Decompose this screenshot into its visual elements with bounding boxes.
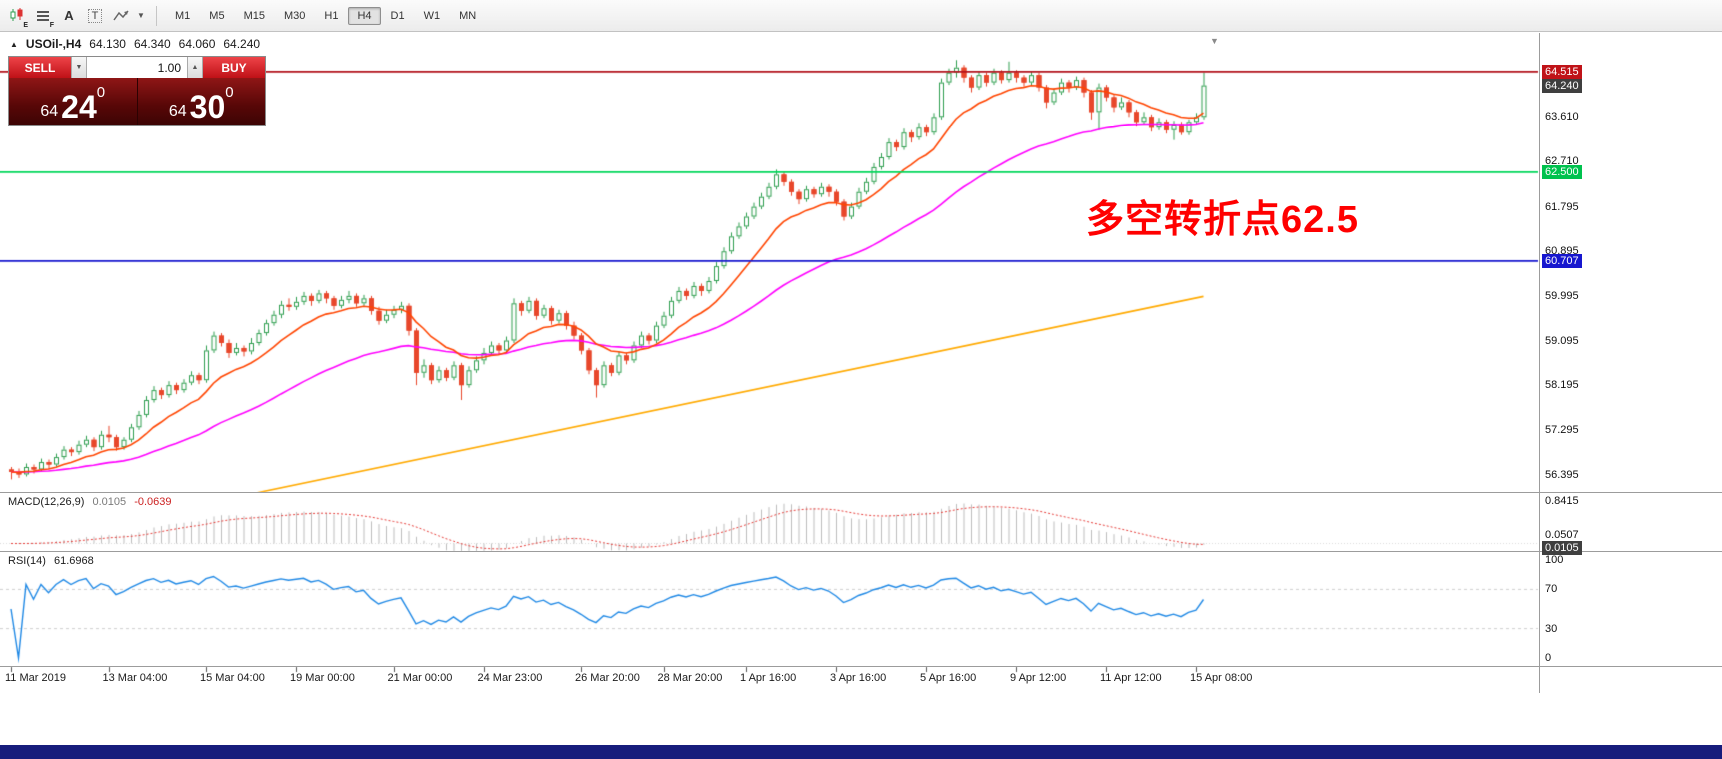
buy-button[interactable]: BUY <box>203 57 265 78</box>
draw-tool-caret-icon[interactable]: ▼ <box>137 11 145 20</box>
timeframe-button-w1[interactable]: W1 <box>423 9 441 22</box>
price-axis-label: 60.707 <box>1542 253 1582 268</box>
macd-signal-value: -0.0639 <box>134 496 172 508</box>
macd-main-value: 0.0105 <box>92 496 127 508</box>
letter-a-icon: A <box>64 8 74 23</box>
timeframe-group: M1 M5 M15 M30 H1 H4 D1 W1 MN <box>166 6 485 25</box>
rsi-axis-label: 70 <box>1545 583 1558 596</box>
time-axis-label: 9 Apr 12:00 <box>1010 672 1067 684</box>
volume-increase-button[interactable]: ▲ <box>187 57 203 78</box>
trade-panel: SELL ▼ ▲ BUY 64 24 0 64 30 0 <box>8 56 266 126</box>
toolbar-separator <box>156 5 157 26</box>
time-axis-label: 24 Mar 23:00 <box>477 672 543 684</box>
chart-shift-marker-icon[interactable]: ▼ <box>1210 36 1219 46</box>
price-axis-label: 58.195 <box>1545 379 1579 392</box>
icon-sub-e: E <box>23 21 28 29</box>
volume-decrease-button[interactable]: ▼ <box>71 57 87 78</box>
quote-line: ▲ USOil-,H4 64.130 64.340 64.060 64.240 <box>10 37 260 51</box>
list-icon <box>37 11 49 21</box>
candles-icon <box>10 8 23 21</box>
panel-separator <box>0 666 1722 667</box>
price-axis-label: 62.500 <box>1542 164 1582 179</box>
bid-big: 24 <box>61 88 97 125</box>
timeframe-button-mn[interactable]: MN <box>459 9 477 22</box>
price-axis[interactable]: 0.8415 0.0507 0.0105 64.515 64.240 63.610 6… <box>1540 0 1722 759</box>
rsi-axis-label: 100 <box>1545 554 1564 566</box>
chart-marker-icon: ▲ <box>10 39 18 49</box>
indicator-list-icon-button[interactable]: F <box>31 4 55 29</box>
time-axis-label: 3 Apr 16:00 <box>830 672 887 684</box>
quote-low: 64.060 <box>178 37 216 51</box>
timeframe-button-m15[interactable]: M15 <box>243 9 265 22</box>
bid-sup: 0 <box>96 84 106 101</box>
panel-separator[interactable] <box>0 551 1722 552</box>
price-axis-label: 61.795 <box>1545 200 1579 213</box>
time-axis-label: 21 Mar 00:00 <box>387 672 453 684</box>
ask-sup: 0 <box>225 84 234 101</box>
letter-t-icon: T <box>87 8 103 23</box>
time-axis-label: 13 Mar 04:00 <box>102 672 168 684</box>
bid-price: 64 24 0 <box>9 78 137 125</box>
price-axis-label: 62.710 <box>1545 155 1579 168</box>
quote-open: 64.130 <box>89 37 126 51</box>
trade-panel-controls: SELL ▼ ▲ BUY <box>9 57 265 78</box>
time-axis-label: 19 Mar 00:00 <box>290 672 355 684</box>
time-axis-label: 1 Apr 16:00 <box>740 672 797 684</box>
trade-panel-prices: 64 24 0 64 30 0 <box>9 78 265 125</box>
price-axis-label: 56.395 <box>1545 468 1579 481</box>
macd-label: MACD(12,26,9) 0.0105 -0.0639 <box>8 496 172 508</box>
draw-tool-button[interactable] <box>109 4 133 28</box>
ask-big: 30 <box>189 88 226 125</box>
price-axis-label: 59.995 <box>1545 290 1579 303</box>
ask-small: 64 <box>168 103 187 120</box>
rsi-name: RSI(14) <box>8 555 46 567</box>
rsi-value: 61.6968 <box>53 555 94 567</box>
rsi-axis-label: 30 <box>1545 622 1558 635</box>
price-axis-label: 59.095 <box>1545 334 1579 347</box>
annotation-text: 多空转折点62.5 <box>1086 199 1359 241</box>
price-axis-label: 64.515 <box>1542 64 1582 79</box>
price-axis-label: 57.295 <box>1545 424 1579 437</box>
time-axis-label: 5 Apr 16:00 <box>920 672 977 684</box>
macd-axis-top-label: 0.8415 <box>1545 495 1579 507</box>
time-axis-label: 11 Apr 12:00 <box>1100 672 1162 684</box>
time-axis-label: 28 Mar 20:00 <box>657 672 723 684</box>
quote-close: 64.240 <box>223 37 261 51</box>
bid-small: 64 <box>40 103 59 120</box>
axis-separator <box>1539 33 1540 693</box>
quote-high: 64.340 <box>133 37 171 51</box>
macd-value-badge: 0.0105 <box>1542 541 1582 555</box>
timeframe-button-m1[interactable]: M1 <box>175 9 191 22</box>
time-axis-label: 15 Apr 08:00 <box>1190 672 1253 684</box>
bottom-bar <box>0 745 1722 759</box>
price-axis-label: 64.240 <box>1542 78 1582 93</box>
symbol-label: USOil-,H4 <box>25 37 82 51</box>
time-axis-label: 11 Mar 2019 <box>5 672 66 684</box>
candles-chart-icon[interactable]: E <box>5 4 29 29</box>
timeframe-button-h1[interactable]: H1 <box>324 9 339 22</box>
time-axis-label: 26 Mar 20:00 <box>575 672 640 684</box>
time-axis-label: 15 Mar 04:00 <box>200 672 265 684</box>
panel-separator[interactable] <box>0 492 1722 493</box>
macd-axis-bottom-label: 0.0507 <box>1545 529 1579 541</box>
zigzag-draw-icon <box>113 10 129 20</box>
rsi-axis-label: 0 <box>1545 652 1552 664</box>
text-t-tool-button[interactable]: T <box>83 4 107 28</box>
time-axis[interactable]: 11 Mar 2019 13 Mar 04:00 15 Mar 04:00 19 Ma… <box>0 667 1538 693</box>
price-axis-label: 63.610 <box>1545 110 1579 123</box>
timeframe-button-d1[interactable]: D1 <box>390 9 405 22</box>
timeframe-button-m30[interactable]: M30 <box>283 9 306 22</box>
rsi-label: RSI(14) 61.6968 <box>8 555 94 567</box>
timeframe-button-m5[interactable]: M5 <box>209 9 225 22</box>
timeframe-button-h4[interactable]: H4 <box>348 6 381 25</box>
volume-input[interactable] <box>87 57 187 78</box>
sell-button[interactable]: SELL <box>9 57 71 78</box>
ask-price: 64 30 0 <box>136 78 266 125</box>
macd-name: MACD(12,26,9) <box>8 496 85 508</box>
toolbar: E F A T ▼ M1 M5 M15 M30 H1 H4 D1 W1 MN <box>0 0 1722 32</box>
text-a-tool-button[interactable]: A <box>57 4 81 28</box>
icon-sub-f: F <box>49 21 54 29</box>
